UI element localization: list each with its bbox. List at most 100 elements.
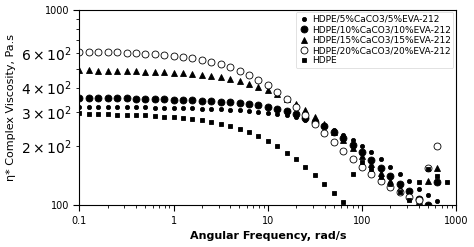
HDPE/5%CaCO3/5%EVA-212 (406, 180, 412, 183)
HDPE/5%CaCO3/5%EVA-212 (388, 165, 393, 168)
HDPE/5%CaCO3/5%EVA-212 (180, 107, 186, 110)
HDPE/20%CaCO3/20%EVA-212 (161, 53, 167, 56)
HDPE/20%CaCO3/20%EVA-212 (255, 78, 261, 81)
HDPE/5%CaCO3/5%EVA-212 (359, 144, 365, 147)
HDPE/10%CaCO3/10%EVA-212 (302, 116, 308, 119)
HDPE/20%CaCO3/20%EVA-212 (124, 51, 129, 54)
HDPE/5%CaCO3/5%EVA-212 (265, 111, 271, 114)
HDPE (274, 145, 280, 148)
HDPE/5%CaCO3/5%EVA-212 (255, 110, 261, 113)
HDPE/5%CaCO3/5%EVA-212 (312, 121, 318, 124)
HDPE/15%CaCO3/15%EVA-212 (77, 69, 82, 72)
HDPE/15%CaCO3/15%EVA-212 (293, 103, 299, 106)
HDPE/15%CaCO3/15%EVA-212 (378, 171, 383, 174)
HDPE/5%CaCO3/5%EVA-212 (302, 118, 308, 121)
HDPE/5%CaCO3/5%EVA-212 (397, 172, 402, 175)
HDPE/5%CaCO3/5%EVA-212 (171, 107, 176, 110)
HDPE/5%CaCO3/5%EVA-212 (228, 108, 233, 111)
HDPE/5%CaCO3/5%EVA-212 (199, 107, 205, 110)
HDPE/20%CaCO3/20%EVA-212 (77, 50, 82, 53)
HDPE/15%CaCO3/15%EVA-212 (105, 69, 111, 72)
HDPE/10%CaCO3/10%EVA-212 (152, 98, 158, 101)
HDPE/10%CaCO3/10%EVA-212 (388, 174, 393, 177)
HDPE/15%CaCO3/15%EVA-212 (406, 194, 412, 197)
HDPE/10%CaCO3/10%EVA-212 (190, 99, 195, 102)
HDPE/15%CaCO3/15%EVA-212 (416, 200, 421, 203)
HDPE/10%CaCO3/10%EVA-212 (312, 120, 318, 123)
HDPE (171, 116, 176, 119)
HDPE/20%CaCO3/20%EVA-212 (302, 114, 308, 117)
HDPE (284, 151, 290, 154)
HDPE/10%CaCO3/10%EVA-212 (284, 110, 290, 113)
HDPE/10%CaCO3/10%EVA-212 (378, 166, 383, 169)
HDPE/20%CaCO3/20%EVA-212 (246, 73, 252, 76)
HDPE/20%CaCO3/20%EVA-212 (416, 198, 421, 201)
HDPE/20%CaCO3/20%EVA-212 (265, 84, 271, 87)
HDPE/10%CaCO3/10%EVA-212 (77, 96, 82, 99)
HDPE/5%CaCO3/5%EVA-212 (133, 106, 139, 109)
HDPE/20%CaCO3/20%EVA-212 (312, 123, 318, 126)
HDPE/10%CaCO3/10%EVA-212 (86, 96, 92, 99)
HDPE (246, 131, 252, 134)
HDPE/10%CaCO3/10%EVA-212 (105, 97, 111, 100)
HDPE/5%CaCO3/5%EVA-212 (331, 128, 337, 131)
HDPE/15%CaCO3/15%EVA-212 (274, 93, 280, 96)
HDPE/15%CaCO3/15%EVA-212 (228, 78, 233, 81)
HDPE/5%CaCO3/5%EVA-212 (425, 194, 431, 197)
HDPE (302, 165, 308, 168)
HDPE/10%CaCO3/10%EVA-212 (425, 204, 431, 207)
HDPE/10%CaCO3/10%EVA-212 (321, 125, 327, 128)
HDPE/10%CaCO3/10%EVA-212 (218, 100, 224, 103)
HDPE/20%CaCO3/20%EVA-212 (218, 63, 224, 66)
HDPE/15%CaCO3/15%EVA-212 (114, 69, 120, 72)
HDPE/10%CaCO3/10%EVA-212 (199, 99, 205, 102)
HDPE/20%CaCO3/20%EVA-212 (378, 180, 383, 183)
HDPE/20%CaCO3/20%EVA-212 (406, 195, 412, 198)
HDPE/20%CaCO3/20%EVA-212 (369, 173, 374, 176)
HDPE/5%CaCO3/5%EVA-212 (378, 158, 383, 161)
HDPE/5%CaCO3/5%EVA-212 (293, 116, 299, 119)
HDPE/20%CaCO3/20%EVA-212 (152, 53, 158, 56)
HDPE/10%CaCO3/10%EVA-212 (228, 101, 233, 104)
Line: HDPE: HDPE (77, 111, 449, 204)
HDPE/10%CaCO3/10%EVA-212 (274, 107, 280, 110)
HDPE/20%CaCO3/20%EVA-212 (321, 132, 327, 135)
HDPE/20%CaCO3/20%EVA-212 (133, 52, 139, 55)
HDPE/20%CaCO3/20%EVA-212 (237, 69, 242, 72)
HDPE/20%CaCO3/20%EVA-212 (397, 191, 402, 194)
HDPE/5%CaCO3/5%EVA-212 (209, 107, 214, 110)
HDPE/20%CaCO3/20%EVA-212 (199, 58, 205, 61)
HDPE (209, 121, 214, 124)
HDPE (425, 168, 431, 171)
HDPE/10%CaCO3/10%EVA-212 (416, 197, 421, 200)
HDPE (350, 172, 356, 175)
Line: HDPE/20%CaCO3/20%EVA-212: HDPE/20%CaCO3/20%EVA-212 (76, 48, 441, 203)
HDPE/5%CaCO3/5%EVA-212 (152, 106, 158, 109)
HDPE/10%CaCO3/10%EVA-212 (209, 100, 214, 103)
HDPE/15%CaCO3/15%EVA-212 (237, 80, 242, 83)
HDPE/20%CaCO3/20%EVA-212 (359, 165, 365, 168)
HDPE (77, 112, 82, 115)
HDPE/10%CaCO3/10%EVA-212 (397, 182, 402, 185)
Line: HDPE/5%CaCO3/5%EVA-212: HDPE/5%CaCO3/5%EVA-212 (77, 104, 439, 203)
HDPE/10%CaCO3/10%EVA-212 (124, 97, 129, 100)
HDPE/20%CaCO3/20%EVA-212 (284, 97, 290, 100)
HDPE (312, 174, 318, 177)
HDPE/5%CaCO3/5%EVA-212 (114, 105, 120, 108)
HDPE/15%CaCO3/15%EVA-212 (152, 71, 158, 74)
HDPE (218, 122, 224, 125)
HDPE/10%CaCO3/10%EVA-212 (255, 104, 261, 107)
HDPE/10%CaCO3/10%EVA-212 (435, 180, 440, 183)
HDPE/20%CaCO3/20%EVA-212 (171, 54, 176, 57)
HDPE/5%CaCO3/5%EVA-212 (77, 105, 82, 108)
HDPE (406, 198, 412, 201)
HDPE (143, 114, 148, 117)
HDPE (416, 181, 421, 184)
HDPE/15%CaCO3/15%EVA-212 (369, 163, 374, 166)
HDPE (321, 182, 327, 185)
HDPE (86, 112, 92, 115)
HDPE/15%CaCO3/15%EVA-212 (435, 167, 440, 170)
HDPE/10%CaCO3/10%EVA-212 (180, 98, 186, 101)
HDPE/20%CaCO3/20%EVA-212 (350, 158, 356, 161)
HDPE/5%CaCO3/5%EVA-212 (274, 113, 280, 116)
